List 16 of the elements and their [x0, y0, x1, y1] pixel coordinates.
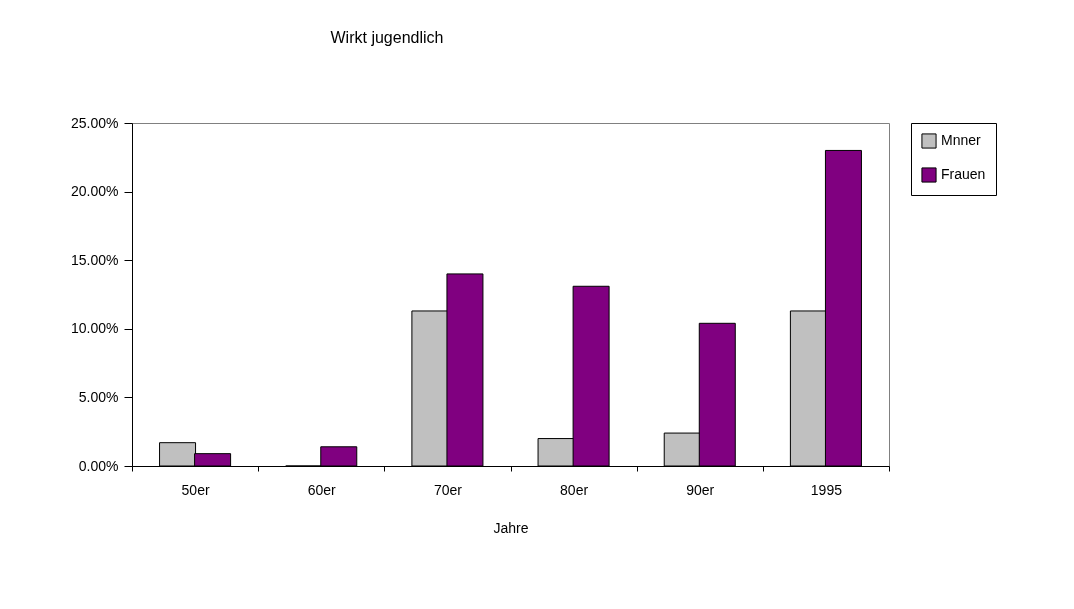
- x-tick-label: 60er: [307, 481, 337, 498]
- x-tick-label: 70er: [433, 481, 463, 498]
- x-tick-label: 50er: [181, 481, 210, 498]
- y-tick-label: 10.00%: [71, 320, 119, 337]
- y-tick-label: 5.00%: [78, 388, 119, 405]
- y-tick-label: 20.00%: [71, 183, 119, 200]
- x-axis-title: Jahre: [493, 519, 529, 536]
- x-tick-label: 1995: [810, 481, 843, 498]
- x-tick-label: 80er: [560, 481, 589, 498]
- y-tick-label: 25.00%: [71, 114, 119, 131]
- y-tick-label: 0.00%: [78, 457, 119, 474]
- legend-label: Frauen: [941, 166, 986, 182]
- x-tick-label: 90er: [686, 481, 715, 498]
- y-tick-label: 15.00%: [71, 251, 119, 268]
- chart-title: Wirkt jugendlich: [330, 29, 444, 46]
- legend-label: Mnner: [941, 132, 982, 148]
